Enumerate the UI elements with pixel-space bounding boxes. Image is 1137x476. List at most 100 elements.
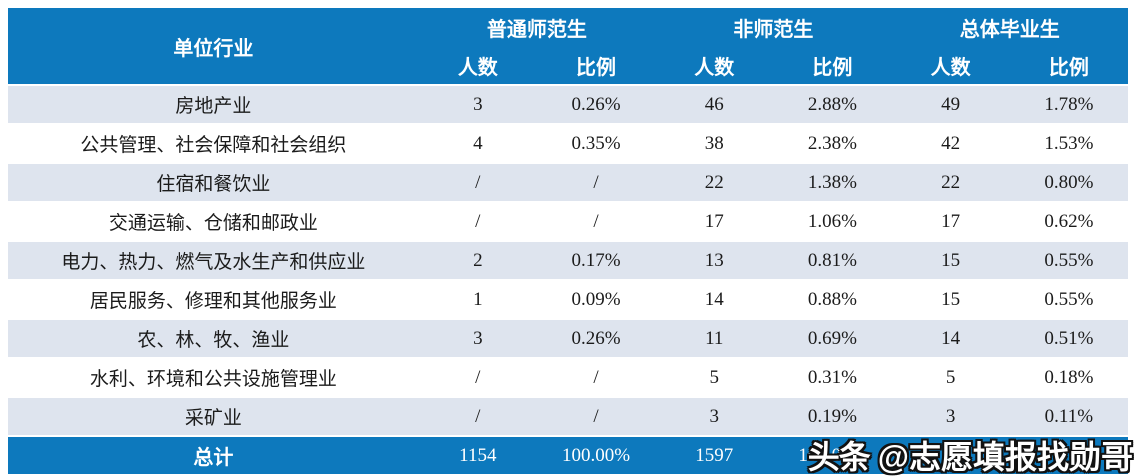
value-cell: 0.19% xyxy=(773,396,892,436)
table-row: 住宿和餐饮业 / / 22 1.38% 22 0.80% xyxy=(8,162,1128,202)
value-cell: / xyxy=(418,162,537,202)
sub-header-ratio-2: 比例 xyxy=(773,46,892,85)
watermark-handle: @志愿填报找勋哥 xyxy=(877,439,1133,475)
group-header-row: 单位行业 普通师范生 非师范生 总体毕业生 xyxy=(8,8,1128,85)
value-cell: / xyxy=(536,201,656,241)
value-cell: 49 xyxy=(891,84,1010,124)
value-cell: 0.62% xyxy=(1009,201,1128,241)
value-cell: 46 xyxy=(655,84,774,124)
value-cell: 0.55% xyxy=(1009,279,1128,319)
value-cell: 1 xyxy=(418,279,537,319)
industry-cell: 住宿和餐饮业 xyxy=(8,162,419,202)
value-cell: 0.26% xyxy=(536,84,656,124)
sub-header-row: 人数 比例 人数 比例 人数 比例 xyxy=(8,46,1128,85)
value-cell: 0.88% xyxy=(773,279,892,319)
value-cell: / xyxy=(536,396,656,436)
value-cell: 3 xyxy=(655,396,774,436)
value-cell: 2.38% xyxy=(773,123,892,163)
value-cell: / xyxy=(418,357,537,397)
total-value-cell xyxy=(1009,435,1128,474)
sub-header-count-3: 人数 xyxy=(891,46,1010,85)
value-cell: 0.26% xyxy=(536,318,656,358)
value-cell: / xyxy=(418,201,537,241)
value-cell: 14 xyxy=(655,279,774,319)
group-header-normal-students: 普通师范生 xyxy=(418,8,656,46)
total-value-cell xyxy=(891,435,1010,474)
value-cell: / xyxy=(536,162,656,202)
industry-cell: 水利、环境和公共设施管理业 xyxy=(8,357,419,397)
table-footer: 总计 1154 100.00% 1597 100.00% xyxy=(8,435,1128,474)
table-row: 农、林、牧、渔业 3 0.26% 11 0.69% 14 0.51% xyxy=(8,318,1128,358)
table-row: 采矿业 / / 3 0.19% 3 0.11% xyxy=(8,396,1128,436)
value-cell: 3 xyxy=(418,318,537,358)
value-cell: 22 xyxy=(891,162,1010,202)
value-cell: 0.55% xyxy=(1009,240,1128,280)
value-cell: 2 xyxy=(418,240,537,280)
value-cell: 22 xyxy=(655,162,774,202)
value-cell: 0.80% xyxy=(1009,162,1128,202)
value-cell: 1.53% xyxy=(1009,123,1128,163)
value-cell: 0.81% xyxy=(773,240,892,280)
sub-header-ratio-3: 比例 xyxy=(1009,46,1128,85)
value-cell: 1.06% xyxy=(773,201,892,241)
table-row: 房地产业 3 0.26% 46 2.88% 49 1.78% xyxy=(8,84,1128,124)
value-cell: 0.11% xyxy=(1009,396,1128,436)
value-cell: 5 xyxy=(655,357,774,397)
value-cell: 38 xyxy=(655,123,774,163)
sub-header-count-2: 人数 xyxy=(655,46,774,85)
value-cell: 17 xyxy=(655,201,774,241)
total-value-cell: 100.00% xyxy=(773,435,892,474)
industry-cell: 公共管理、社会保障和社会组织 xyxy=(8,123,419,163)
value-cell: 42 xyxy=(891,123,1010,163)
toutiao-logo: 头条 xyxy=(807,439,871,475)
industry-cell: 电力、热力、燃气及水生产和供应业 xyxy=(8,240,419,280)
total-row: 总计 1154 100.00% 1597 100.00% xyxy=(8,435,1128,474)
value-cell: / xyxy=(418,396,537,436)
employment-industry-table: 单位行业 普通师范生 非师范生 总体毕业生 人数 比例 人数 比例 人数 比例 … xyxy=(8,8,1128,474)
table-row: 水利、环境和公共设施管理业 / / 5 0.31% 5 0.18% xyxy=(8,357,1128,397)
table-body: 房地产业 3 0.26% 46 2.88% 49 1.78% 公共管理、社会保障… xyxy=(8,84,1128,436)
value-cell: 0.18% xyxy=(1009,357,1128,397)
value-cell: 4 xyxy=(418,123,537,163)
value-cell: 0.69% xyxy=(773,318,892,358)
value-cell: 13 xyxy=(655,240,774,280)
value-cell: 17 xyxy=(891,201,1010,241)
table-row: 公共管理、社会保障和社会组织 4 0.35% 38 2.38% 42 1.53% xyxy=(8,123,1128,163)
sub-header-ratio-1: 比例 xyxy=(536,46,656,85)
col-header-industry: 单位行业 xyxy=(8,8,419,85)
value-cell: 0.35% xyxy=(536,123,656,163)
value-cell: 0.51% xyxy=(1009,318,1128,358)
value-cell: 3 xyxy=(891,396,1010,436)
value-cell: 15 xyxy=(891,240,1010,280)
table-row: 居民服务、修理和其他服务业 1 0.09% 14 0.88% 15 0.55% xyxy=(8,279,1128,319)
total-value-cell: 100.00% xyxy=(536,435,656,474)
value-cell: 0.09% xyxy=(536,279,656,319)
industry-cell: 房地产业 xyxy=(8,84,419,124)
value-cell: 3 xyxy=(418,84,537,124)
industry-cell: 农、林、牧、渔业 xyxy=(8,318,419,358)
total-value-cell: 1597 xyxy=(655,435,774,474)
value-cell: 0.17% xyxy=(536,240,656,280)
industry-cell: 采矿业 xyxy=(8,396,419,436)
group-header-all-graduates: 总体毕业生 xyxy=(891,8,1128,46)
table-row: 交通运输、仓储和邮政业 / / 17 1.06% 17 0.62% xyxy=(8,201,1128,241)
table-header: 单位行业 普通师范生 非师范生 总体毕业生 人数 比例 人数 比例 人数 比例 xyxy=(8,8,1128,85)
value-cell: 15 xyxy=(891,279,1010,319)
value-cell: 1.38% xyxy=(773,162,892,202)
industry-cell: 居民服务、修理和其他服务业 xyxy=(8,279,419,319)
value-cell: 2.88% xyxy=(773,84,892,124)
value-cell: 11 xyxy=(655,318,774,358)
industry-cell: 交通运输、仓储和邮政业 xyxy=(8,201,419,241)
sub-header-count-1: 人数 xyxy=(418,46,537,85)
value-cell: / xyxy=(536,357,656,397)
table-row: 电力、热力、燃气及水生产和供应业 2 0.17% 13 0.81% 15 0.5… xyxy=(8,240,1128,280)
group-header-non-normal-students: 非师范生 xyxy=(655,8,892,46)
value-cell: 1.78% xyxy=(1009,84,1128,124)
value-cell: 5 xyxy=(891,357,1010,397)
value-cell: 0.31% xyxy=(773,357,892,397)
total-label: 总计 xyxy=(8,435,419,474)
total-value-cell: 1154 xyxy=(418,435,537,474)
value-cell: 14 xyxy=(891,318,1010,358)
watermark: 头条 @志愿填报找勋哥 xyxy=(808,441,1133,473)
